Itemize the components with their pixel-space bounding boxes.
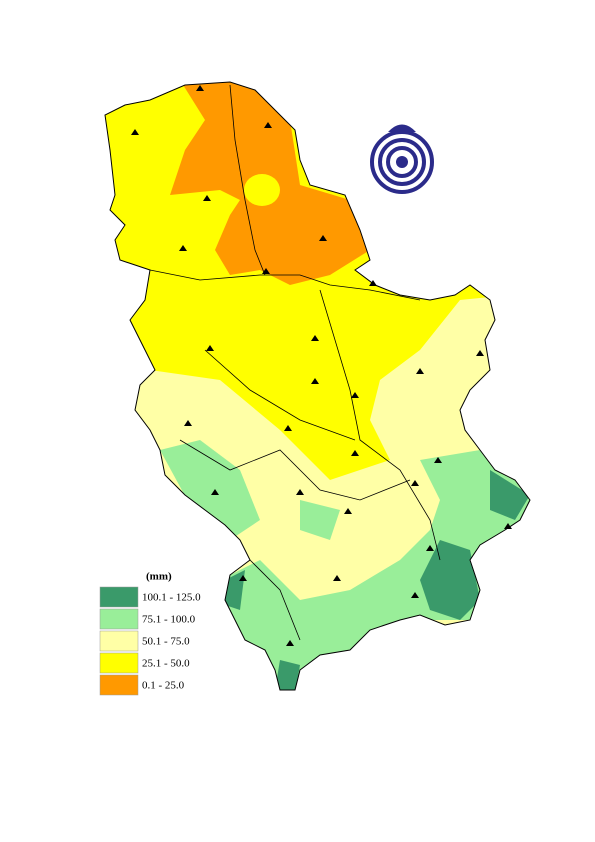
legend-swatch — [99, 586, 139, 608]
legend-label: 50.1 - 75.0 — [142, 636, 190, 648]
legend: (mm) 100.1 - 125.0 75.1 - 100.0 50.1 - 75.… — [99, 571, 201, 696]
zone-green — [160, 440, 260, 540]
legend-label: 0.1 - 25.0 — [142, 680, 185, 692]
logo — [370, 124, 434, 194]
zone-yellow — [244, 174, 280, 206]
legend-label: 100.1 - 125.0 — [142, 592, 201, 604]
legend-swatch — [99, 630, 139, 652]
zone-dark-green — [490, 470, 530, 520]
legend-swatch — [99, 608, 139, 630]
zone-green — [220, 450, 530, 690]
zone-green — [300, 500, 340, 540]
legend-label: 25.1 - 50.0 — [142, 658, 190, 670]
rivers — [149, 84, 441, 641]
legend-label: 75.1 - 100.0 — [142, 614, 196, 626]
legend-swatch — [99, 652, 139, 674]
border — [104, 81, 531, 691]
zone-dark-green — [275, 660, 300, 690]
legend-swatch — [99, 674, 139, 696]
legend-title: (mm) — [146, 571, 172, 583]
zone-dark-green — [420, 540, 480, 620]
